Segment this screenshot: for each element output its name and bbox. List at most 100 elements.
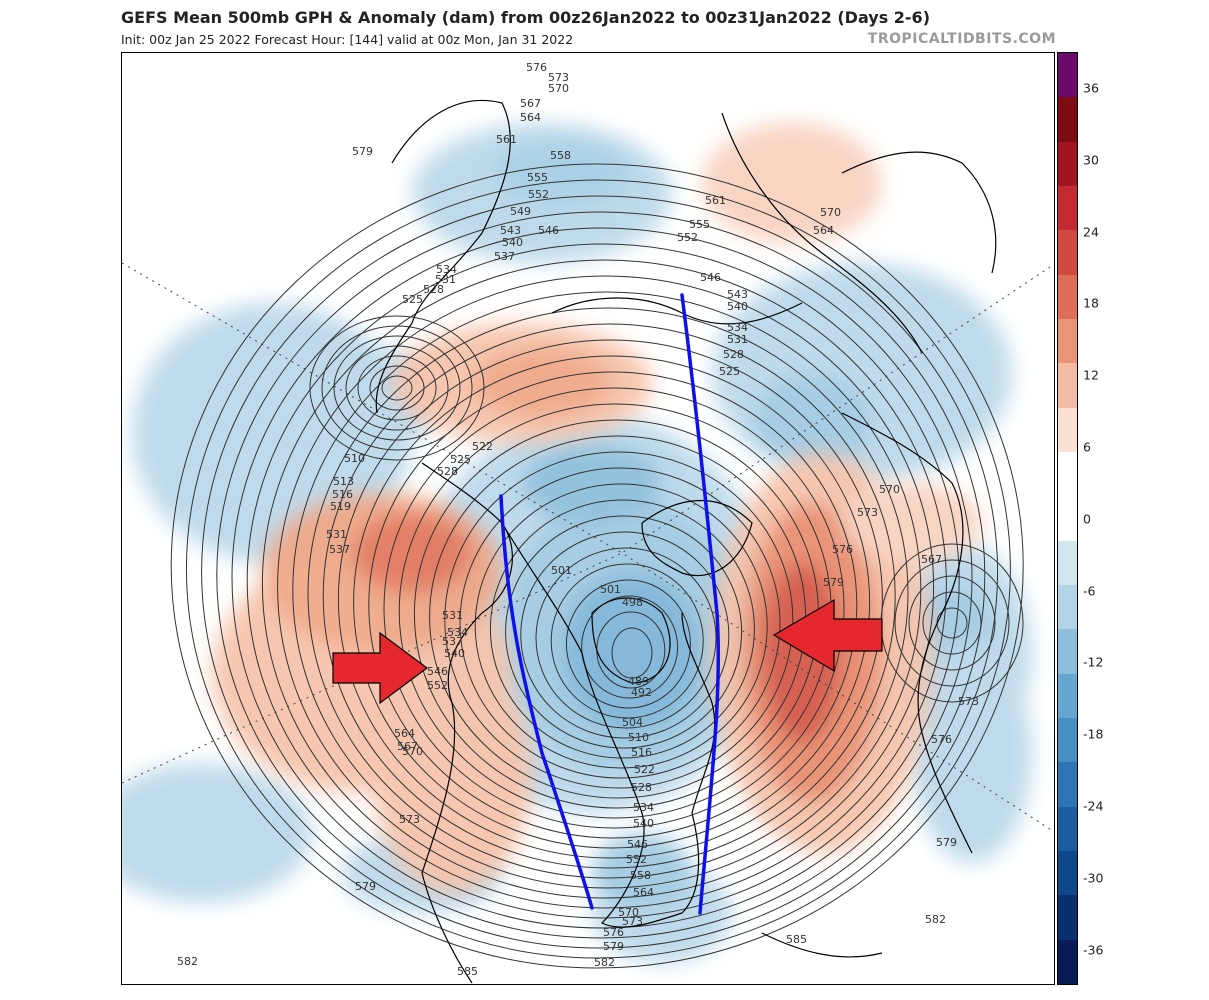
contour-label: 522	[634, 763, 655, 776]
height-contour	[216, 211, 986, 939]
contour-label: 585	[786, 933, 807, 946]
colorbar-segment	[1058, 274, 1077, 320]
colorbar-segment	[1058, 629, 1077, 675]
height-contour	[520, 531, 730, 739]
contour-label: 570	[548, 82, 569, 95]
height-contour	[474, 483, 768, 769]
height-contour	[357, 355, 437, 421]
right-red-arrow	[772, 598, 883, 673]
contour-label: 573	[958, 695, 979, 708]
contour-label: 534	[447, 626, 468, 639]
contour-label: 558	[550, 149, 571, 162]
height-contour	[908, 575, 996, 671]
contour-label: 510	[344, 452, 365, 465]
contour-label: 513	[333, 475, 354, 488]
contour-label: 570	[879, 483, 900, 496]
contour-label: 564	[813, 224, 834, 237]
contour-label: 534	[633, 801, 654, 814]
colorbar-tick-label: 0	[1083, 511, 1091, 527]
contour-label: 516	[332, 488, 353, 501]
contour-label: 576	[526, 61, 547, 74]
contour-label: 558	[630, 869, 651, 882]
height-contour	[307, 307, 909, 879]
colorbar-segment	[1058, 141, 1077, 187]
height-contour	[185, 179, 1011, 959]
height-contour	[489, 499, 755, 759]
height-contour	[231, 227, 973, 929]
contour-label: 537	[442, 635, 463, 648]
contour-label: 489	[628, 675, 649, 688]
contour-label: 579	[936, 836, 957, 849]
contour-label: 519	[330, 500, 351, 513]
contour-label: 492	[631, 686, 652, 699]
colorbar-tick-label: 12	[1083, 367, 1099, 383]
contour-label: 573	[622, 915, 643, 928]
contour-label: 546	[427, 665, 448, 678]
contour-label: 579	[603, 940, 624, 953]
watermark: TROPICALTIDBITS.COM	[867, 31, 1056, 47]
contour-label: 537	[494, 250, 515, 263]
colorbar-tick-label: 36	[1083, 80, 1099, 96]
contour-label: 522	[472, 440, 493, 453]
height-contour	[505, 515, 743, 749]
west-trough-line	[499, 494, 594, 910]
height-contour	[321, 325, 473, 451]
contour-label: 531	[326, 528, 347, 541]
graticule	[122, 262, 1054, 833]
contour-label: 579	[355, 880, 376, 893]
colorbar-segment	[1058, 363, 1077, 409]
contour-label: 549	[510, 205, 531, 218]
contour-label: 534	[436, 263, 457, 276]
colorbar-tick-label: -6	[1083, 583, 1096, 599]
contour-label: 498	[622, 596, 643, 609]
colorbar-segment	[1058, 851, 1077, 896]
contour-labels: 5765735705675645615585555525495465435405…	[177, 61, 979, 978]
height-contour	[277, 275, 935, 899]
contour-label: 552	[528, 188, 549, 201]
contour-label: 525	[402, 293, 423, 306]
height-contour	[309, 315, 485, 461]
height-contours	[170, 163, 1024, 969]
contour-label: 576	[832, 543, 853, 556]
colorbar-segment	[1058, 939, 1077, 985]
colorbar-segment	[1058, 230, 1077, 276]
contour-label: 582	[925, 913, 946, 926]
colorbar-segment	[1058, 762, 1077, 808]
contour-label: 543	[500, 224, 521, 237]
contour-label: 546	[700, 271, 721, 284]
positive-anomaly-shading	[212, 123, 982, 893]
height-contour	[368, 371, 858, 839]
height-contour	[201, 195, 999, 949]
contour-label: 564	[633, 886, 654, 899]
contour-label: 570	[618, 906, 639, 919]
colorbar-segment	[1058, 53, 1077, 98]
coastlines	[375, 99, 997, 984]
contour-label: 540	[444, 647, 465, 660]
contour-label: 546	[538, 224, 559, 237]
colorbar-tick-label: 6	[1083, 439, 1091, 455]
contour-label: 525	[719, 365, 740, 378]
colorbar-segment	[1058, 97, 1077, 143]
contour-label: 555	[689, 218, 710, 231]
colorbar-segment	[1058, 186, 1077, 231]
map-panel: 576 573 570 567 564 561 558 555 552 549 546 543 540 5…	[121, 52, 1055, 985]
contour-label: 546	[627, 838, 648, 851]
contour-label: 528	[631, 781, 652, 794]
map-subtitle: Init: 00z Jan 25 2022 Forecast Hour: [14…	[121, 32, 574, 47]
contour-label: 516	[631, 746, 652, 759]
contour-label: 567	[921, 553, 942, 566]
contour-label: 528	[423, 283, 444, 296]
height-contour	[333, 335, 461, 441]
height-contour	[444, 451, 794, 789]
colorbar-segment	[1058, 407, 1077, 453]
colorbar-tick-label: -12	[1083, 654, 1104, 670]
contour-label: 570	[820, 206, 841, 219]
contour-label: 561	[705, 194, 726, 207]
contour-label: 585	[457, 965, 478, 978]
height-contour	[611, 627, 653, 679]
contour-label: 504	[622, 716, 643, 729]
contour-label: 528	[723, 348, 744, 361]
colorbar-segment	[1058, 895, 1077, 941]
colorbar-segment	[1058, 718, 1077, 763]
contour-label: 564	[394, 727, 415, 740]
